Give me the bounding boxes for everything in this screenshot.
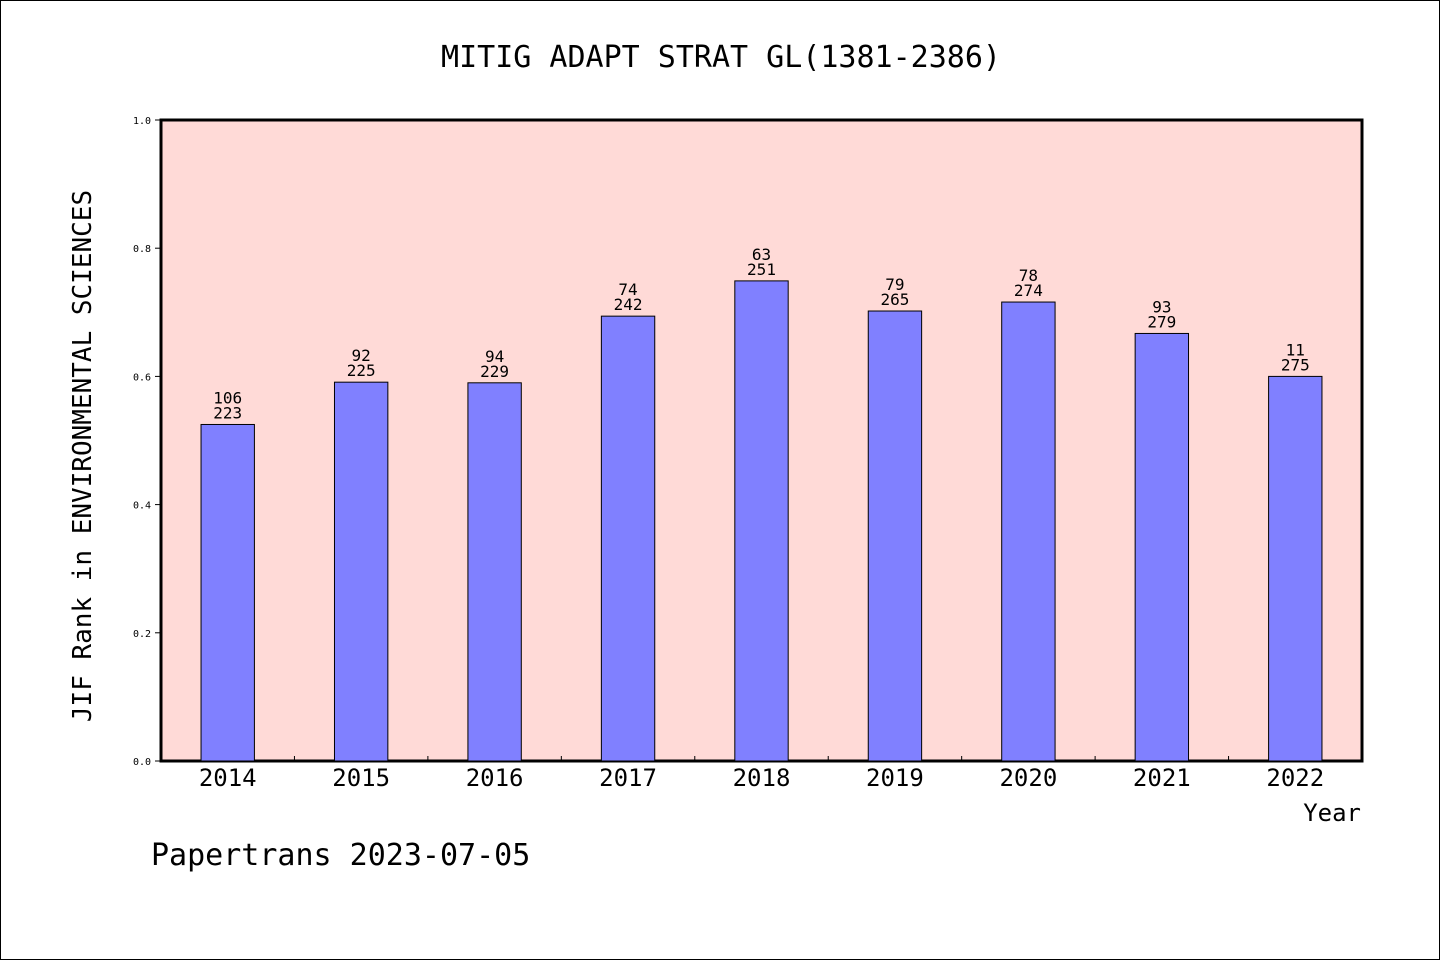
y-tick-label: 0.2 [133, 629, 151, 640]
data-label-rank: 94 [485, 347, 504, 366]
y-axis-label: JIF Rank in ENVIRONMENTAL SCIENCES [68, 190, 98, 722]
bar-2016 [467, 382, 522, 762]
x-tick-label: 2021 [1133, 764, 1191, 792]
bar-2019 [867, 310, 923, 762]
data-label-total: 225 [347, 361, 376, 380]
y-axis: 0.0 0.2 0.4 0.6 0.8 1.0 [133, 116, 161, 768]
data-label-total: 279 [1147, 312, 1176, 331]
y-tick-label: 0.0 [133, 757, 151, 768]
data-label-total: 274 [1014, 281, 1043, 300]
bars-group: 1062239222594229742426325179265782749327… [200, 245, 1323, 762]
data-label-rank: 63 [752, 245, 771, 264]
x-tick-label: 2019 [866, 764, 924, 792]
x-tick-label: 2016 [466, 764, 524, 792]
data-label-rank: 79 [885, 275, 904, 294]
data-label-rank: 93 [1152, 297, 1171, 316]
x-tick-label: 2017 [599, 764, 657, 792]
data-label-total: 229 [480, 362, 509, 381]
y-tick-label: 0.4 [133, 501, 151, 512]
x-tick-label: 2022 [1266, 764, 1324, 792]
data-label-total: 242 [614, 295, 643, 314]
x-tick-label: 2015 [332, 764, 390, 792]
bar-2018 [734, 280, 789, 762]
y-tick-label: 0.6 [133, 372, 151, 383]
x-tick-label: 2018 [733, 764, 791, 792]
data-label-total: 223 [213, 403, 242, 422]
bar-2014 [200, 423, 255, 762]
x-axis-label: Year [1303, 799, 1361, 827]
data-label-rank: 78 [1019, 266, 1038, 285]
data-label-total: 265 [880, 290, 909, 309]
data-label-rank: 92 [352, 346, 371, 365]
bar-2020 [1001, 301, 1056, 762]
bar-2021 [1134, 332, 1190, 762]
data-label-rank: 74 [618, 280, 637, 299]
chart-title: MITIG ADAPT STRAT GL(1381-2386) [441, 40, 1001, 75]
y-tick-label: 1.0 [133, 116, 151, 127]
bar-2015 [333, 381, 389, 762]
x-axis: 2014 2015 2016 2017 2018 2019 2020 2021 2022 [199, 756, 1324, 792]
data-label-rank: 106 [213, 388, 242, 407]
data-label-total: 251 [747, 260, 776, 279]
footer-text: Papertrans 2023-07-05 [151, 838, 530, 873]
data-label-total: 275 [1281, 355, 1310, 374]
x-tick-label: 2014 [199, 764, 257, 792]
bar-2022 [1268, 375, 1323, 762]
y-tick-label: 0.8 [133, 244, 151, 255]
x-tick-label: 2020 [999, 764, 1057, 792]
data-label-rank: 11 [1286, 340, 1305, 359]
bar-2017 [600, 315, 656, 762]
